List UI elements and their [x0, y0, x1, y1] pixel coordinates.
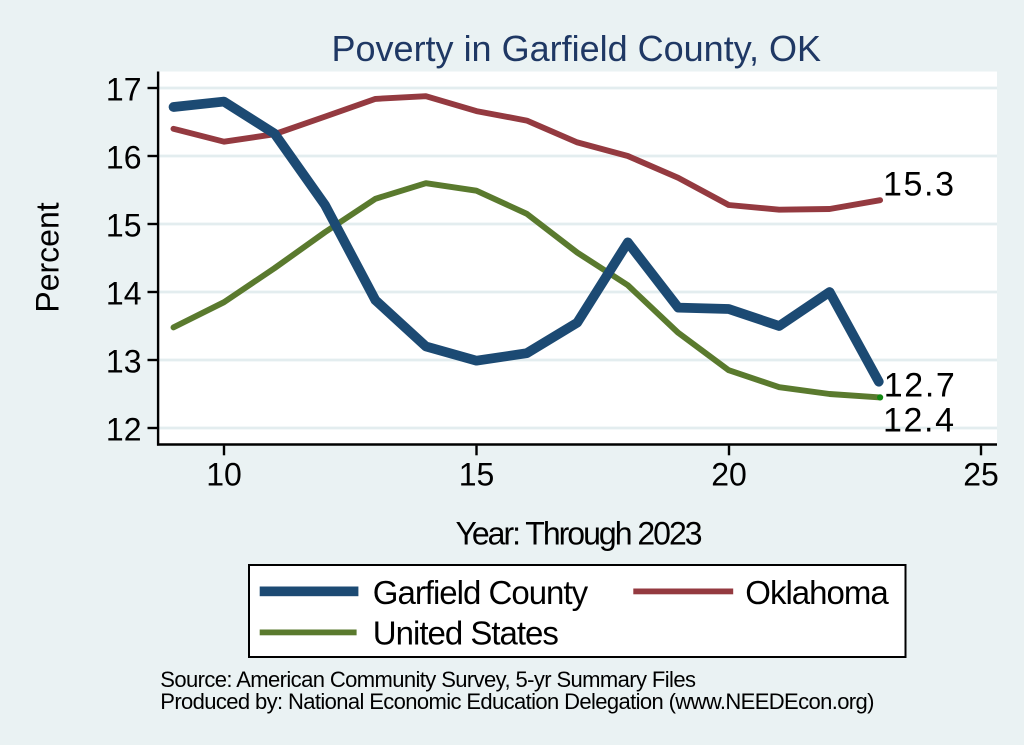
svg-text:14: 14 [106, 276, 142, 312]
svg-text:Percent: Percent [29, 202, 65, 312]
svg-text:Oklahoma: Oklahoma [745, 574, 889, 611]
svg-text:12.4: 12.4 [883, 402, 956, 440]
svg-text:Source: American Community Sur: Source: American Community Survey, 5-yr … [160, 667, 696, 692]
svg-text:Poverty in Garfield County, OK: Poverty in Garfield County, OK [332, 28, 822, 69]
svg-text:12.7: 12.7 [884, 366, 957, 404]
svg-text:17: 17 [106, 72, 142, 108]
svg-text:United States: United States [373, 615, 559, 652]
svg-text:16: 16 [106, 140, 142, 176]
svg-text:13: 13 [106, 344, 142, 380]
svg-text:Year: Through 2023: Year: Through 2023 [455, 516, 701, 552]
svg-text:10: 10 [206, 457, 242, 493]
svg-text:Garfield County: Garfield County [373, 574, 589, 611]
svg-text:15: 15 [106, 208, 142, 244]
svg-text:Produced by: National Economic: Produced by: National Economic Education… [160, 689, 874, 714]
svg-text:12: 12 [106, 412, 142, 448]
svg-text:15: 15 [459, 457, 495, 493]
svg-text:20: 20 [711, 457, 747, 493]
svg-text:15.3: 15.3 [883, 166, 956, 204]
svg-text:25: 25 [963, 457, 999, 493]
